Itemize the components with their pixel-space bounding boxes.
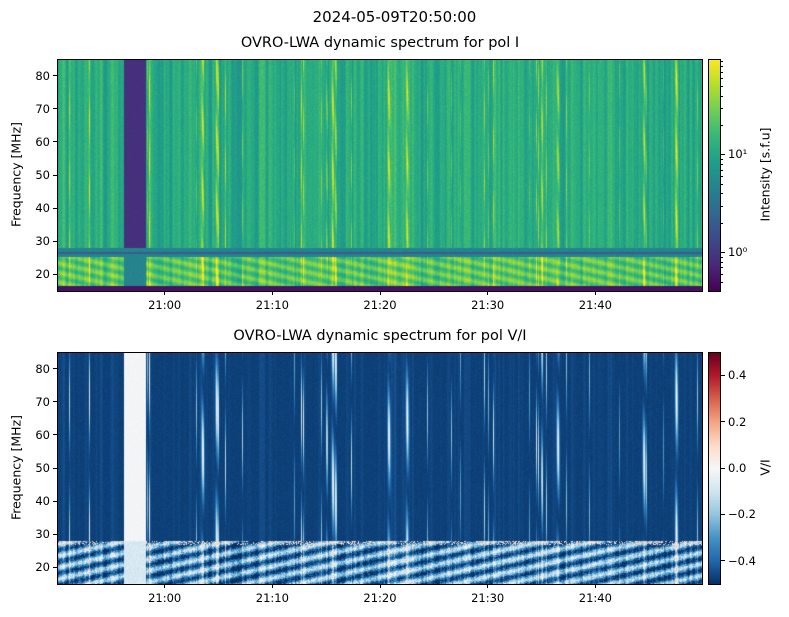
bottom-y-tick-label: 40 (35, 494, 50, 509)
top-x-tick-label: 21:40 (578, 298, 612, 312)
bottom-x-tick-label: 21:20 (363, 591, 397, 605)
top-y-tick-mark (53, 174, 57, 176)
bottom-colorbar-label: V/I (757, 459, 773, 476)
top-colorbar-minor-tick (721, 193, 723, 195)
top-y-tick-label: 50 (35, 168, 50, 182)
top-x-tick-label: 21:10 (255, 298, 289, 312)
top-colorbar-tick-label: 10⁰ (728, 245, 748, 260)
top-colorbar-minor-tick (721, 61, 723, 63)
top-colorbar-frame (708, 59, 721, 292)
top-y-tick-label: 40 (35, 201, 50, 216)
top-colorbar-minor-tick (721, 125, 723, 127)
top-colorbar-tick-mark (721, 251, 725, 253)
bottom-y-tick-label: 60 (35, 427, 50, 442)
top-x-tick-mark (379, 291, 381, 295)
bottom-y-tick-mark (53, 500, 57, 502)
figure-suptitle: 2024-05-09T20:50:00 (312, 8, 477, 26)
top-x-tick-label: 21:20 (363, 298, 397, 312)
bottom-y-axis-label: Frequency [MHz] (8, 414, 24, 521)
bottom-y-tick-mark (53, 566, 57, 568)
top-y-tick-mark (53, 108, 57, 110)
bottom-y-tick-label: 70 (35, 394, 50, 409)
top-y-tick-mark (53, 75, 57, 77)
top-colorbar-minor-tick (721, 66, 723, 68)
bottom-colorbar-tick-mark (721, 560, 725, 562)
bottom-x-tick-mark (164, 584, 166, 588)
bottom-x-tick-mark (594, 584, 596, 588)
top-colorbar-minor-tick (721, 273, 723, 275)
bottom-colorbar-tick-mark (721, 513, 725, 515)
bottom-y-tick-label: 20 (35, 560, 50, 575)
top-x-tick-mark (271, 291, 273, 295)
top-y-tick-label: 30 (35, 234, 50, 249)
bottom-x-tick-mark (379, 584, 381, 588)
bottom-x-tick-label: 21:30 (471, 591, 505, 605)
top-colorbar-minor-tick (721, 169, 723, 171)
bottom-x-tick-label: 21:00 (148, 591, 182, 605)
bottom-y-tick-mark (53, 434, 57, 436)
bottom-y-tick-mark (53, 533, 57, 535)
top-colorbar-minor-tick (721, 222, 723, 224)
top-y-tick-label: 80 (35, 68, 50, 83)
top-colorbar-minor-tick (721, 176, 723, 178)
bottom-colorbar-tick-label: 0.2 (728, 414, 747, 429)
bottom-colorbar-tick-label: −0.4 (728, 553, 756, 568)
top-colorbar-minor-tick (721, 95, 723, 97)
bottom-colorbar-frame (708, 352, 721, 585)
top-y-tick-label: 70 (35, 101, 50, 116)
top-colorbar-minor-tick (721, 158, 723, 160)
top-y-tick-mark (53, 240, 57, 242)
top-colorbar-minor-tick (721, 107, 723, 109)
bottom-y-tick-label: 50 (35, 461, 50, 475)
top-colorbar-label: Intensity [s.f.u] (757, 127, 773, 222)
bottom-x-tick-mark (271, 584, 273, 588)
bottom-colorbar-tick-label: −0.2 (728, 507, 756, 522)
top-x-tick-mark (164, 291, 166, 295)
bottom-y-tick-mark (53, 401, 57, 403)
top-y-tick-mark (53, 207, 57, 209)
top-colorbar (708, 59, 720, 291)
bottom-y-tick-label: 80 (35, 361, 50, 376)
bottom-colorbar-tick-mark (721, 374, 725, 376)
top-colorbar-minor-tick (721, 281, 723, 283)
top-y-tick-label: 20 (35, 267, 50, 282)
top-colorbar-minor-tick (721, 205, 723, 207)
top-y-tick-label: 60 (35, 134, 50, 149)
top-colorbar-minor-tick (721, 256, 723, 258)
bottom-y-tick-mark (53, 368, 57, 370)
top-colorbar-tick-label: 10¹ (728, 147, 748, 162)
top-colorbar-minor-tick (721, 267, 723, 269)
top-plot-title: OVRO-LWA dynamic spectrum for pol I (240, 35, 520, 51)
bottom-spectrogram-heatmap (57, 352, 703, 584)
top-plot-axes (57, 59, 703, 292)
top-colorbar-minor-tick (721, 71, 723, 73)
bottom-colorbar-tick-mark (721, 421, 725, 423)
bottom-plot-title: OVRO-LWA dynamic spectrum for pol V/I (233, 328, 527, 344)
bottom-colorbar-tick-mark (721, 467, 725, 469)
bottom-plot-axes (57, 352, 703, 585)
top-y-tick-mark (53, 273, 57, 275)
top-colorbar-minor-tick (721, 163, 723, 165)
top-spectrogram-heatmap (57, 59, 703, 291)
top-colorbar-minor-tick (721, 261, 723, 263)
bottom-x-tick-mark (487, 584, 489, 588)
bottom-colorbar-tick-label: 0.4 (728, 368, 747, 383)
top-colorbar-minor-tick (721, 183, 723, 185)
bottom-x-tick-label: 21:10 (255, 591, 289, 605)
top-x-tick-mark (594, 291, 596, 295)
bottom-y-tick-label: 30 (35, 527, 50, 542)
bottom-x-tick-label: 21:40 (578, 591, 612, 605)
top-colorbar-tick-mark (721, 153, 725, 155)
top-colorbar-minor-tick (721, 86, 723, 88)
top-y-tick-mark (53, 141, 57, 143)
top-y-axis-label: Frequency [MHz] (8, 121, 24, 228)
bottom-colorbar (708, 352, 720, 584)
bottom-y-tick-mark (53, 467, 57, 469)
top-colorbar-minor-tick (721, 78, 723, 80)
top-x-tick-label: 21:00 (148, 298, 182, 312)
top-x-tick-label: 21:30 (471, 298, 505, 312)
top-x-tick-mark (487, 291, 489, 295)
bottom-colorbar-tick-label: 0.0 (728, 461, 747, 475)
